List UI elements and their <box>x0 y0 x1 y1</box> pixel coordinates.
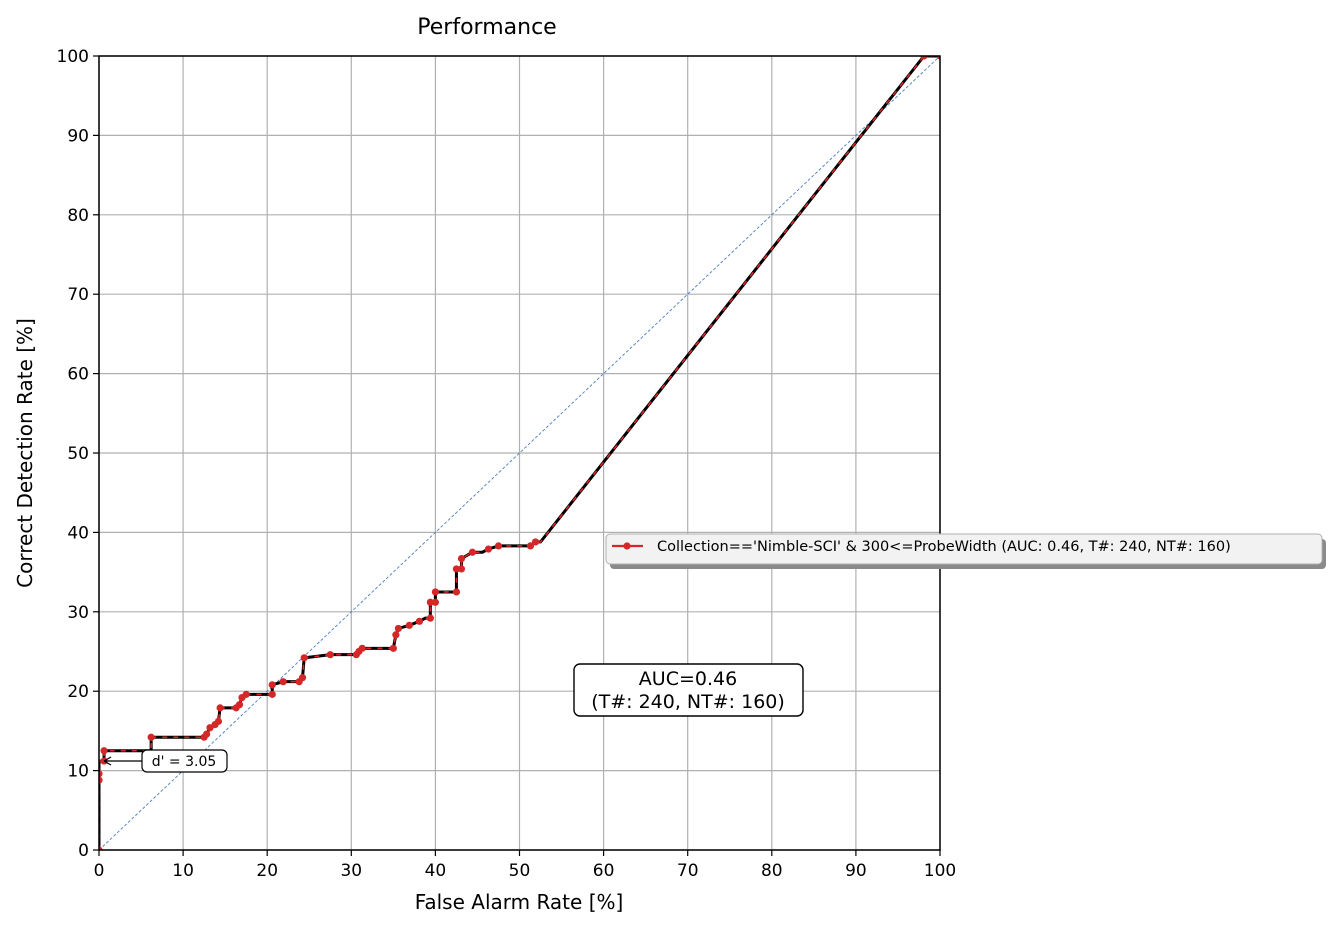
y-tick-label-40: 40 <box>67 523 89 543</box>
y-tick-label-30: 30 <box>67 603 89 623</box>
roc-point-20 <box>298 674 307 682</box>
roc-point-17 <box>268 681 276 689</box>
y-axis-ticks: 0 10 20 30 40 50 60 70 80 90 100 <box>57 47 99 861</box>
roc-point-37 <box>457 565 466 573</box>
dprime-annotation: d' = 3.05 <box>103 749 228 773</box>
roc-point-11 <box>216 704 224 712</box>
y-axis-title: Correct Detection Rate [%] <box>13 318 37 588</box>
roc-point-30 <box>415 617 424 625</box>
roc-point-22 <box>326 651 334 659</box>
roc-point-10 <box>214 717 223 725</box>
x-tick-label-10: 10 <box>172 861 194 881</box>
roc-point-15 <box>242 690 250 698</box>
x-axis-ticks: 0 10 20 30 40 50 60 70 80 90 100 <box>94 850 956 881</box>
roc-point-41 <box>494 542 503 550</box>
roc-point-31 <box>426 614 434 622</box>
auc-counts-text: (T#: 240, NT#: 160) <box>591 691 785 713</box>
y-tick-label-90: 90 <box>67 126 89 146</box>
legend-box <box>605 533 1323 565</box>
x-tick-label-100: 100 <box>924 861 956 881</box>
y-tick-label-50: 50 <box>67 444 89 464</box>
roc-curve-dash <box>99 56 940 850</box>
x-tick-label-20: 20 <box>256 861 278 881</box>
roc-point-1 <box>99 776 103 784</box>
roc-point-43 <box>531 538 540 546</box>
roc-point-25 <box>358 644 366 652</box>
roc-point-36 <box>452 565 461 573</box>
roc-point-13 <box>235 701 244 709</box>
roc-point-38 <box>457 555 466 563</box>
roc-point-29 <box>405 621 413 629</box>
x-tick-label-40: 40 <box>425 861 447 881</box>
legend-marker-swatch <box>623 542 631 550</box>
y-tick-label-60: 60 <box>67 365 89 385</box>
y-tick-label-100: 100 <box>57 47 89 67</box>
y-tick-label-10: 10 <box>67 762 89 782</box>
y-tick-label-20: 20 <box>67 682 89 702</box>
roc-point-16 <box>268 690 276 698</box>
roc-point-40 <box>484 545 492 553</box>
roc-point-35 <box>452 588 461 596</box>
roc-point-42 <box>526 542 535 550</box>
x-tick-label-80: 80 <box>761 861 783 881</box>
legend-series-label: Collection=='Nimble-SCI' & 300<=ProbeWid… <box>657 539 1231 555</box>
legend: Collection=='Nimble-SCI' & 300<=ProbeWid… <box>605 533 1326 569</box>
roc-point-18 <box>279 678 287 686</box>
roc-point-28 <box>394 624 402 633</box>
y-tick-label-0: 0 <box>78 841 89 861</box>
roc-point-32 <box>426 598 434 606</box>
roc-point-5 <box>147 733 155 741</box>
x-tick-label-90: 90 <box>845 861 867 881</box>
roc-point-33 <box>431 598 439 606</box>
grid-lines <box>98 55 941 851</box>
dprime-box <box>141 749 228 773</box>
auc-value-text: AUC=0.46 <box>639 668 737 690</box>
chance-diagonal-line <box>98 55 941 851</box>
plot-frame <box>98 55 941 851</box>
roc-point-26 <box>389 644 397 652</box>
x-tick-label-0: 0 <box>94 861 105 881</box>
x-tick-label-60: 60 <box>593 861 615 881</box>
y-tick-label-70: 70 <box>67 285 89 305</box>
roc-point-39 <box>468 548 477 556</box>
roc-point-2 <box>99 770 103 778</box>
roc-point-45 <box>936 56 940 60</box>
roc-point-4 <box>100 747 108 755</box>
x-tick-label-30: 30 <box>340 861 362 881</box>
dprime-text: d' = 3.05 <box>152 754 217 770</box>
roc-point-44 <box>920 56 928 60</box>
auc-annotation: AUC=0.46 (T#: 240, NT#: 160) <box>573 663 804 717</box>
roc-point-27 <box>392 631 400 639</box>
roc-point-0 <box>99 846 103 850</box>
roc-point-21 <box>300 654 308 662</box>
x-axis-title: False Alarm Rate [%] <box>415 890 624 914</box>
y-tick-label-80: 80 <box>67 206 89 226</box>
auc-box <box>573 663 804 717</box>
roc-point-34 <box>431 588 439 596</box>
roc-point-7 <box>203 730 211 738</box>
x-tick-label-50: 50 <box>509 861 531 881</box>
x-tick-label-70: 70 <box>677 861 699 881</box>
chart-title: Performance <box>417 15 556 40</box>
